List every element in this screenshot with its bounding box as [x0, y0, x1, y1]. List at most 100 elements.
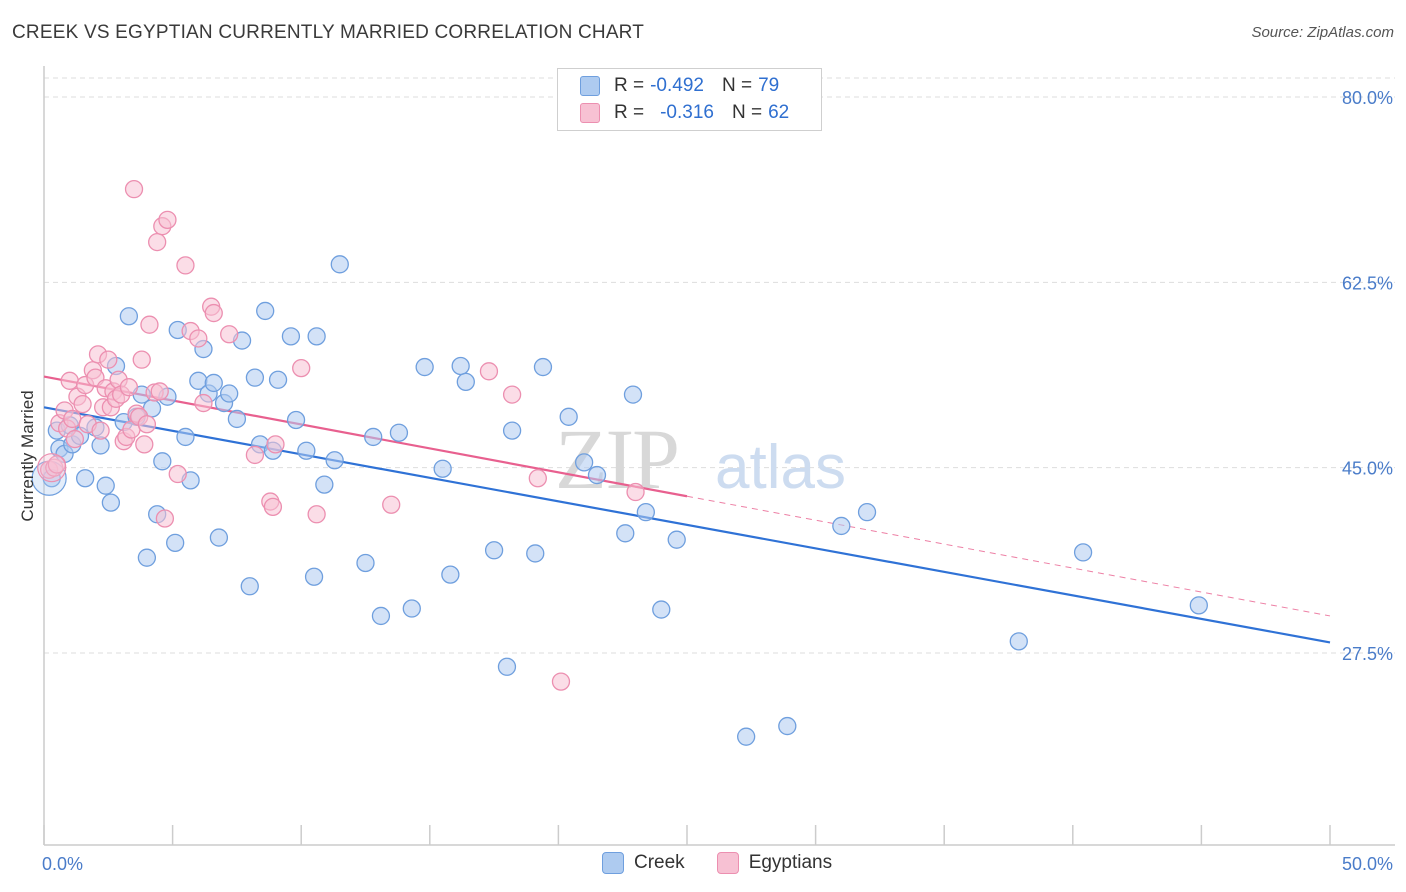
- r-label: R =: [614, 75, 645, 96]
- y-tick-label: 45.0%: [1342, 459, 1393, 479]
- n-label: N =: [731, 102, 763, 123]
- creek-point: [1189, 596, 1208, 615]
- x-tick-label: 50.0%: [1342, 854, 1393, 874]
- creek-point: [307, 327, 326, 346]
- creek-point: [268, 370, 288, 389]
- x-tick-label: 0.0%: [42, 854, 83, 874]
- creek-point: [371, 606, 391, 626]
- legend-item-creek[interactable]: Creek: [602, 852, 685, 874]
- creek-point: [497, 657, 517, 676]
- creek-point: [304, 567, 324, 586]
- creek-point: [119, 307, 139, 326]
- egyptians-point: [91, 421, 110, 440]
- egyptians-point: [168, 464, 187, 484]
- creek-point: [526, 544, 545, 563]
- egyptians-points: [37, 179, 645, 691]
- creek-point: [616, 524, 635, 543]
- egyptians-point: [132, 350, 151, 369]
- egyptians-point: [189, 329, 208, 348]
- egyptians-swatch: [716, 852, 739, 874]
- egyptians-point: [479, 362, 499, 381]
- egyptians-point: [65, 429, 85, 449]
- creek-point: [484, 541, 504, 560]
- egyptians-point: [204, 303, 223, 323]
- creek-point: [240, 577, 259, 596]
- egyptians-trend-extension: [686, 495, 1331, 617]
- creek-point: [209, 528, 229, 547]
- egyptians-point: [60, 371, 79, 390]
- creek-point: [96, 476, 115, 495]
- creek-point: [1009, 632, 1028, 651]
- creek-point: [636, 502, 655, 522]
- egyptians-swatch: [580, 103, 600, 123]
- egyptians-point: [37, 453, 67, 483]
- egyptians-point: [150, 382, 169, 401]
- n-label: N =: [721, 75, 753, 96]
- r-label: R =: [614, 102, 645, 123]
- creek-swatch: [602, 852, 624, 874]
- creek-point: [1073, 543, 1093, 562]
- egyptians-point: [245, 445, 265, 465]
- n-value: 62: [768, 102, 790, 123]
- creek-swatch: [580, 76, 600, 96]
- egyptians-point: [263, 497, 283, 517]
- creek-point: [587, 465, 607, 485]
- y-tick-label: 62.5%: [1342, 273, 1393, 293]
- creek-point: [559, 407, 578, 426]
- creek-point: [737, 727, 756, 746]
- creek-point: [778, 716, 797, 736]
- creek-point: [451, 356, 470, 376]
- watermark: ZIP atlas: [555, 411, 846, 507]
- legend-item-egyptians[interactable]: Egyptians: [716, 852, 833, 874]
- creek-point: [245, 368, 265, 387]
- creek-point: [415, 357, 434, 377]
- creek-point: [402, 599, 421, 618]
- creek-point: [502, 421, 522, 440]
- creek-point: [227, 409, 247, 429]
- series-legend: Creek Egyptians: [602, 852, 864, 874]
- creek-point: [652, 600, 671, 619]
- y-tick-label: 80.0%: [1342, 88, 1393, 108]
- creek-point: [433, 459, 452, 478]
- y-axis-label: Currently Married: [18, 390, 37, 521]
- egyptians-point: [626, 482, 645, 502]
- creek-point: [256, 301, 275, 321]
- egyptians-point: [124, 179, 144, 199]
- egyptians-point: [528, 469, 547, 488]
- legend-row-egyptians: R = -0.316 N = 62: [580, 101, 789, 125]
- creek-point: [281, 327, 301, 346]
- creek-point: [364, 427, 383, 447]
- egyptians-point: [220, 325, 239, 344]
- tick-labels: 27.5% 45.0% 62.5% 80.0% 0.0% 50.0%: [42, 88, 1393, 874]
- creek-point: [220, 384, 239, 403]
- creek-point: [456, 372, 475, 392]
- egyptians-point: [502, 385, 522, 404]
- legend-row-creek: R = -0.492 N = 79: [580, 74, 779, 98]
- egyptians-point: [176, 256, 195, 275]
- r-value: -0.492: [650, 75, 704, 96]
- creek-point: [832, 516, 851, 536]
- creek-point: [204, 373, 223, 393]
- creek-point: [533, 357, 553, 377]
- egyptians-point: [148, 232, 167, 252]
- y-tick-label: 27.5%: [1342, 644, 1393, 664]
- creek-point: [574, 453, 594, 472]
- egyptians-point: [155, 509, 175, 528]
- egyptians-point: [99, 350, 118, 369]
- creek-point: [356, 553, 375, 573]
- egyptians-point: [119, 378, 139, 397]
- creek-point: [166, 533, 185, 553]
- egyptians-point: [551, 672, 571, 691]
- creek-point: [325, 451, 344, 470]
- source-label: Source: ZipAtlas.com: [1251, 24, 1394, 41]
- watermark-zip: ZIP: [555, 411, 678, 507]
- creek-point: [297, 441, 316, 460]
- legend-label-egyptians: Egyptians: [748, 852, 833, 873]
- chart-title: CREEK VS EGYPTIAN CURRENTLY MARRIED CORR…: [12, 22, 645, 43]
- creek-point: [101, 493, 121, 512]
- egyptians-point: [194, 393, 213, 413]
- egyptians-point: [307, 505, 326, 524]
- creek-point: [137, 548, 157, 567]
- egyptians-point: [158, 210, 177, 229]
- creek-point: [441, 565, 460, 584]
